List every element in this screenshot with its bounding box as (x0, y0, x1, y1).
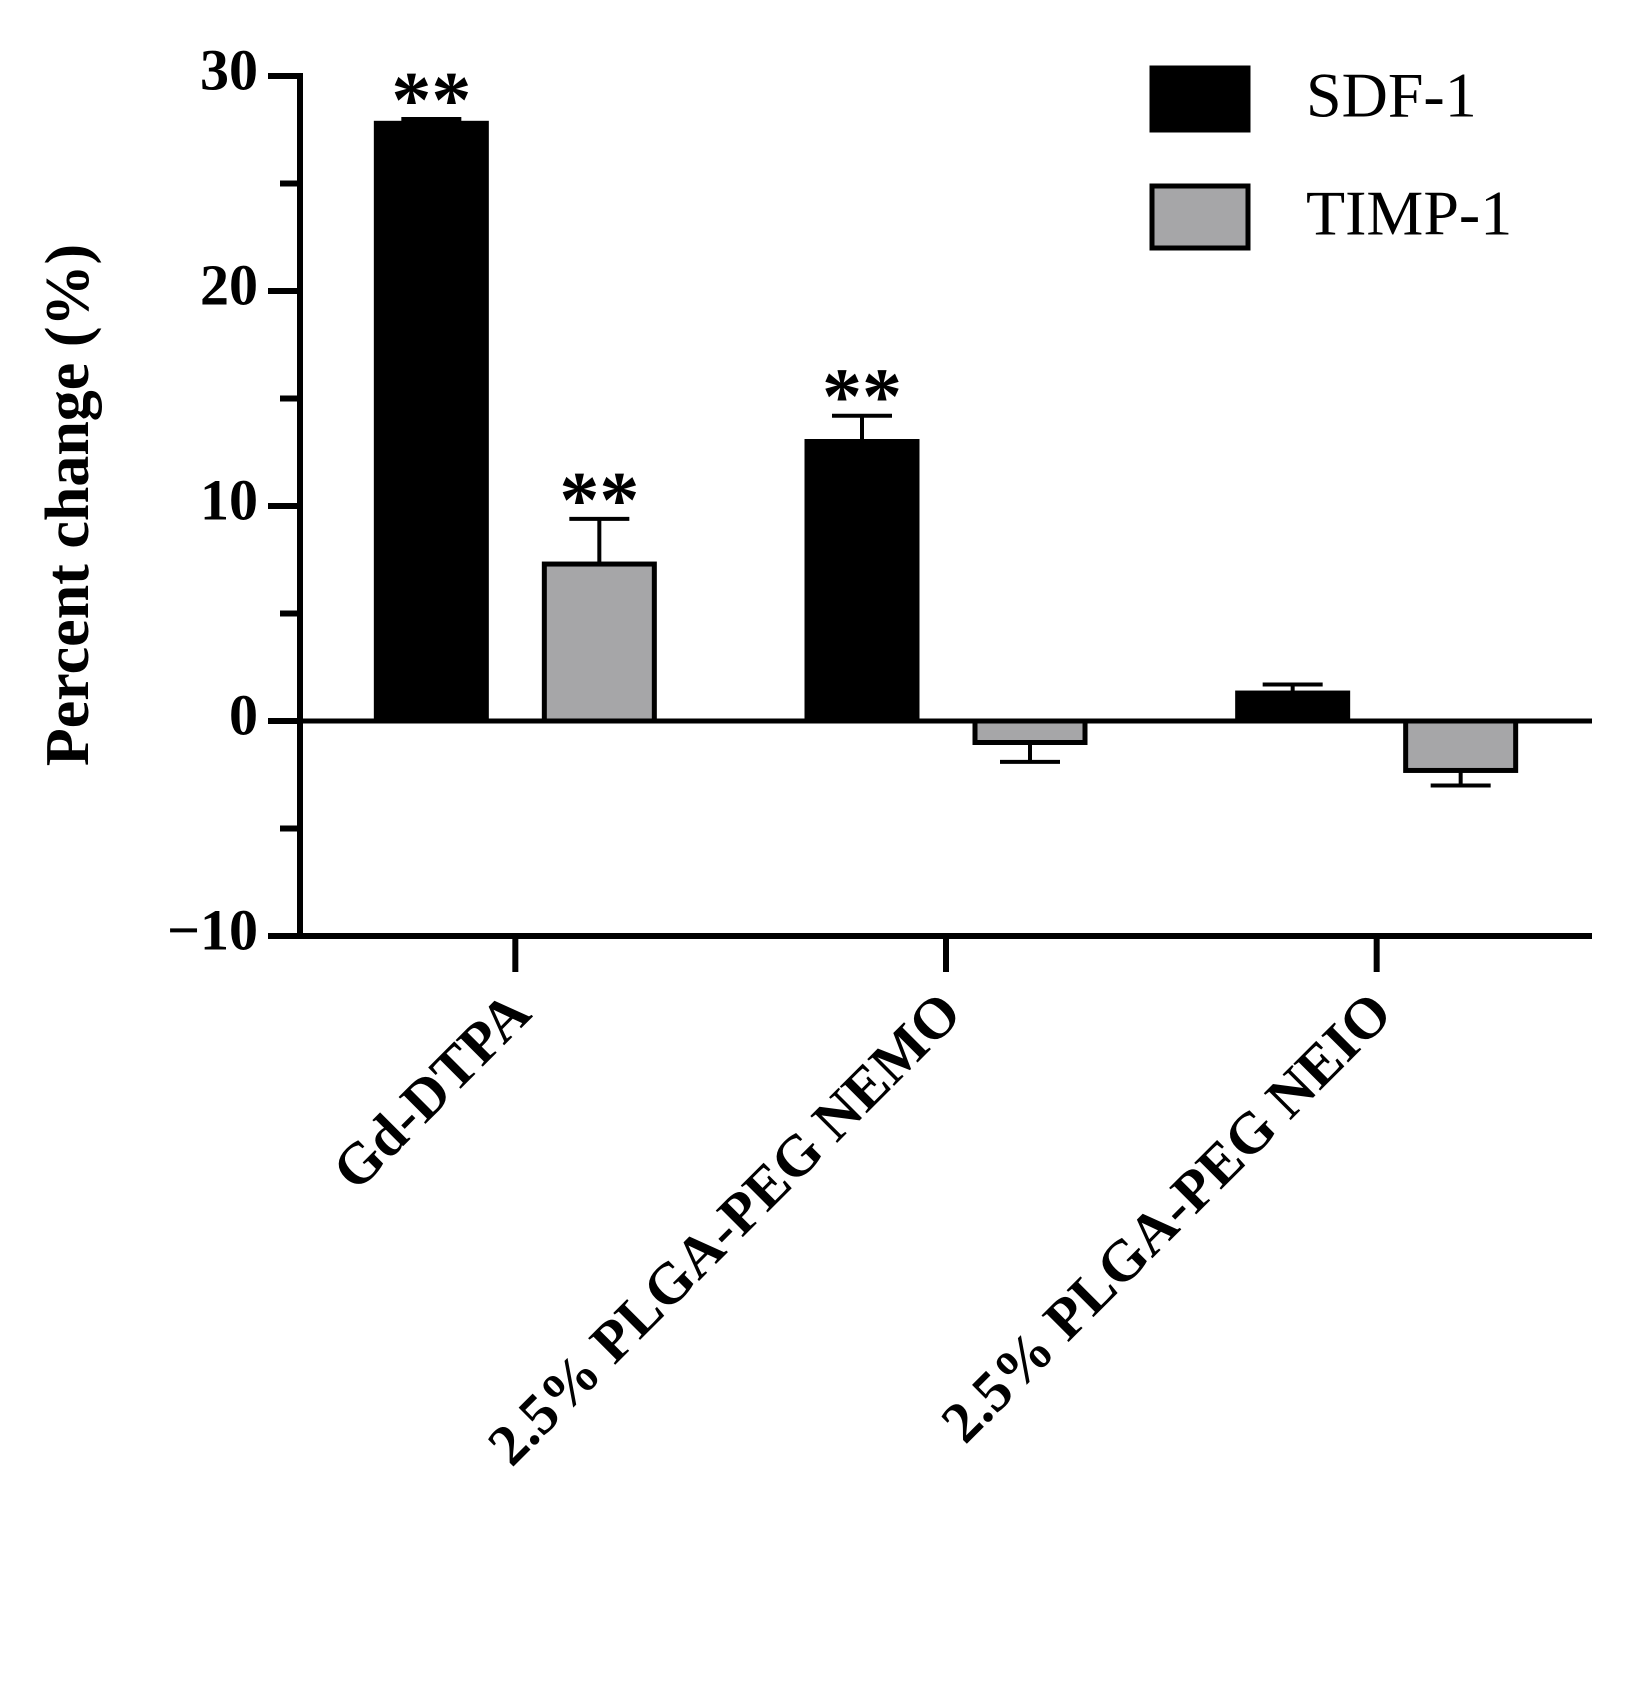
y-axis-label: Percent change (%) (34, 244, 102, 766)
y-tick-label: 10 (200, 467, 258, 532)
significance-label: ** (822, 354, 902, 442)
y-tick-label: 20 (200, 252, 258, 317)
significance-label: ** (391, 57, 471, 145)
legend-swatch (1149, 183, 1251, 251)
y-tick-label: −10 (167, 897, 258, 962)
significance-label: ** (559, 457, 639, 545)
legend-label: TIMP-1 (1306, 178, 1512, 249)
y-tick-label: 0 (229, 682, 258, 747)
bar (804, 439, 920, 724)
x-tick-label: 2.5% PLGA-PEG NEIO (928, 979, 1403, 1454)
y-tick-label: 30 (200, 37, 258, 102)
x-tick-label: Gd-DTPA (320, 979, 543, 1202)
bar (1235, 690, 1351, 724)
bar (373, 120, 489, 724)
bar (1403, 718, 1519, 773)
bar (972, 718, 1088, 745)
x-tick-label: 2.5% PLGA-PEG NEMO (475, 979, 973, 1477)
bar (541, 561, 657, 724)
legend-swatch (1149, 65, 1251, 133)
legend-label: SDF-1 (1306, 60, 1477, 131)
